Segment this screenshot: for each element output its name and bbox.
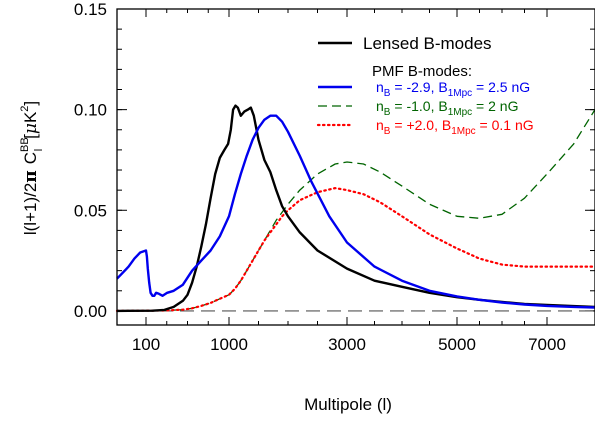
series-line-pmf2 (116, 109, 595, 312)
x-tick-labels: 100 1000 3000 5000 7000 (132, 335, 566, 354)
x-axis-label: Multipole (l) (304, 395, 392, 414)
y-tick-label: 0.10 (74, 101, 107, 120)
y-tick-label: 0.15 (74, 0, 107, 19)
x-tick-label: 7000 (528, 335, 566, 354)
y-tick-labels: 0.00 0.05 0.10 0.15 (74, 0, 107, 321)
x-tick-label: 5000 (438, 335, 476, 354)
y-tick-label: 0.05 (74, 201, 107, 220)
series-line-pmf3 (115, 187, 595, 312)
x-tick-label: 1000 (210, 335, 248, 354)
y-axis-label: l(l+1)/2πCBB l[μK2] (19, 101, 45, 235)
legend-label-pmf3: nB = +2.0, B1Mpc = 0.1 nG (376, 117, 534, 137)
x-tick-label: 3000 (328, 335, 366, 354)
legend-label-lensed: Lensed B-modes (363, 34, 492, 53)
x-tick-label: 100 (132, 335, 160, 354)
plot-frame (116, 8, 595, 326)
y-tick-label: 0.00 (74, 302, 107, 321)
legend-label-pmf2: nB = -1.0, B1Mpc = 2 nG (376, 98, 518, 118)
plot-area (115, 104, 595, 313)
series-line-pmf1 (116, 114, 595, 309)
legend-label-pmf1: nB = -2.9, B1Mpc = 2.5 nG (376, 79, 530, 99)
legend-header: PMF B-modes: (372, 63, 472, 80)
legend: Lensed B-modes PMF B-modes: nB = -2.9, B… (316, 34, 534, 137)
